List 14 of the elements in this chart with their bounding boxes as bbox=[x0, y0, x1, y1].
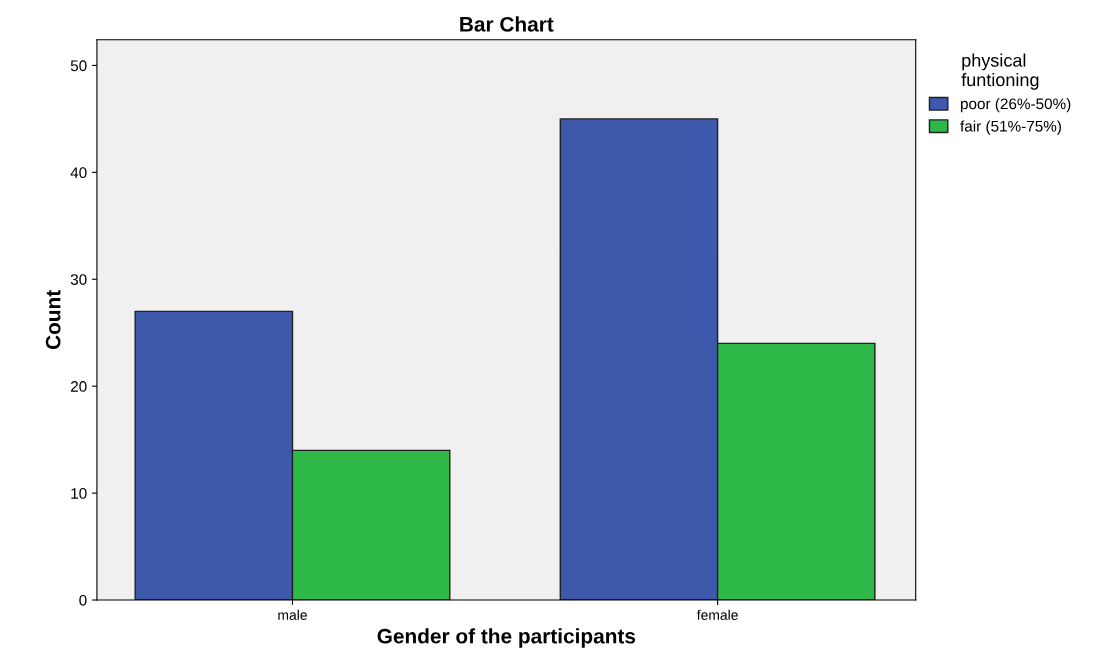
x-axis-title: Gender of the participants bbox=[377, 628, 636, 648]
y-tick-label: 20 bbox=[70, 381, 87, 392]
legend-label: fair (51%-75%) bbox=[960, 120, 1061, 135]
y-tick-label: 10 bbox=[71, 487, 87, 499]
y-tick-label: 50 bbox=[70, 60, 87, 72]
chart-title: Bar Chart bbox=[460, 16, 554, 32]
legend-label: poor (26%-50%) bbox=[961, 97, 1071, 113]
y-tick-label: 30 bbox=[70, 274, 87, 285]
y-tick-label: 0 bbox=[79, 594, 87, 606]
y-axis-title: Count bbox=[45, 290, 61, 350]
x-tick-label: female bbox=[696, 609, 738, 620]
legend-title: physical funtioning bbox=[961, 53, 1039, 90]
y-tick-label: 40 bbox=[70, 167, 87, 179]
x-tick-label: male bbox=[278, 609, 307, 620]
